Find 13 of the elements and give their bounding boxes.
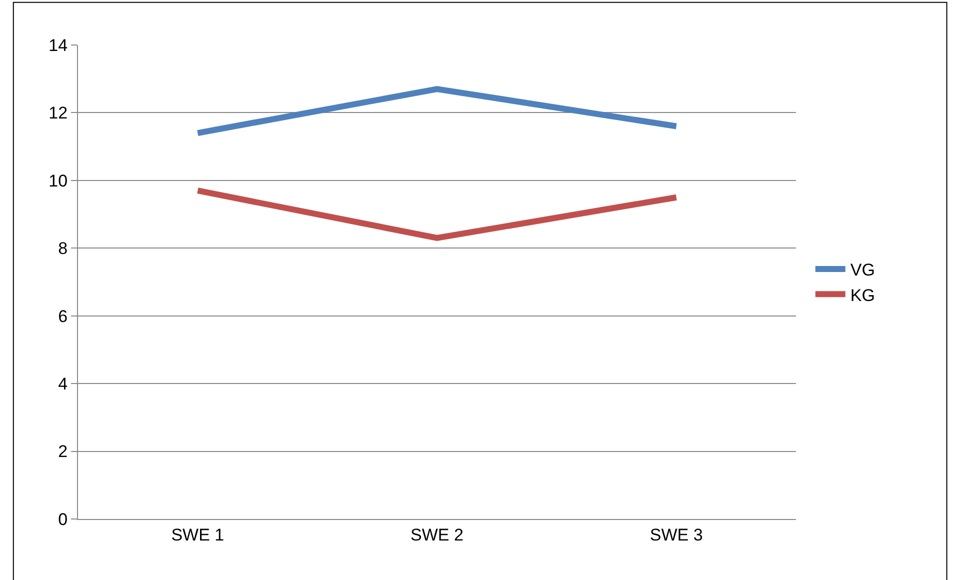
y-tick-label: 8 — [58, 239, 68, 258]
y-tick-label: 10 — [48, 171, 68, 190]
y-tick-label: 6 — [58, 306, 68, 326]
y-tick-label: 4 — [58, 374, 68, 394]
legend-label: KG — [850, 286, 875, 305]
x-tick-label: SWE 1 — [171, 525, 224, 544]
y-tick-label: 14 — [48, 36, 68, 55]
x-tick-label: SWE 3 — [650, 525, 703, 544]
legend-label: VG — [850, 260, 875, 280]
x-tick-label: SWE 2 — [410, 525, 464, 544]
y-tick-label: 12 — [48, 104, 68, 123]
y-tick-label: 2 — [58, 442, 68, 462]
y-tick-label: 0 — [58, 510, 68, 529]
